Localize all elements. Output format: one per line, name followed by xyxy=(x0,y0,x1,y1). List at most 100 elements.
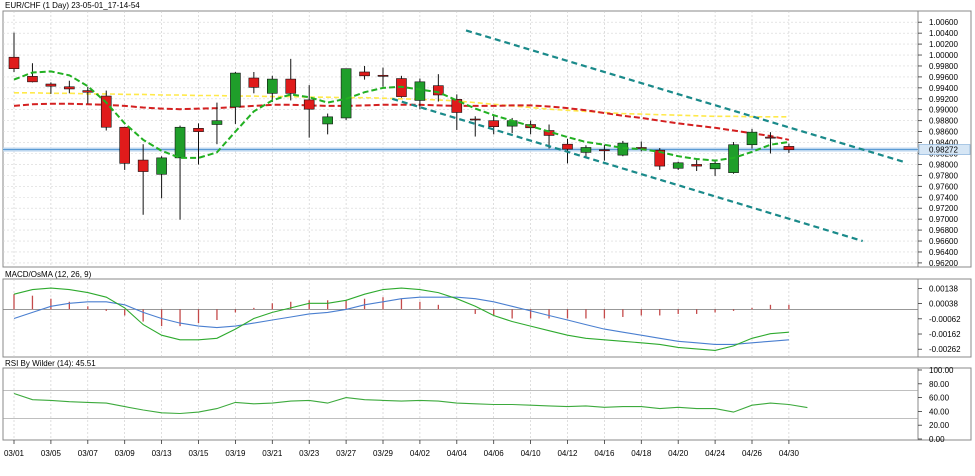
x-tick-label: 04/20 xyxy=(668,449,689,458)
bullish-candle xyxy=(156,157,167,175)
price-tick-label: 0.96800 xyxy=(929,226,958,235)
x-tick-label: 04/10 xyxy=(521,449,542,458)
x-tick-label: 03/29 xyxy=(373,449,394,458)
trend-channel-lower-line xyxy=(391,97,864,243)
price-tick-label: 0.99400 xyxy=(929,84,958,93)
rsi-tick-label: 20.00 xyxy=(929,421,950,430)
axis-layer: 03/01 03/05 03/07 03/09 03/13 03/15 03/19 03/21… xyxy=(4,18,971,458)
price-tick-label: 1.00600 xyxy=(929,18,958,27)
price-tick-label: 0.99600 xyxy=(929,73,958,82)
macd-tick-label: 0.00138 xyxy=(929,284,958,293)
x-tick-label: 04/26 xyxy=(742,449,763,458)
bearish-candle xyxy=(488,120,500,127)
price-tick-label: 0.97400 xyxy=(929,193,958,202)
price-tick-label: 0.98000 xyxy=(929,160,958,169)
bearish-candle xyxy=(119,126,130,164)
x-tick-label: 04/06 xyxy=(484,449,505,458)
macd-tick-label: -0.00062 xyxy=(929,315,961,324)
price-chart-title: EUR/CHF (1 Day) 23-05-01_17-14-54 xyxy=(5,1,140,10)
bearish-candle xyxy=(100,95,112,128)
bearish-candle xyxy=(377,74,389,77)
bearish-candle xyxy=(599,149,610,152)
price-layer xyxy=(3,29,918,243)
bearish-candle xyxy=(303,99,315,110)
bearish-candle xyxy=(248,77,260,88)
macd-axis-frame xyxy=(917,278,972,358)
rsi-tick-label: 0.00 xyxy=(929,435,945,444)
bullish-candle xyxy=(266,78,278,94)
price-tick-label: 0.96200 xyxy=(929,259,958,268)
x-tick-label: 03/01 xyxy=(4,449,25,458)
rsi-tick-label: 80.00 xyxy=(929,380,950,389)
bearish-candle xyxy=(783,146,795,150)
macd-tick-label: -0.00262 xyxy=(929,345,961,354)
macd-tick-label: 0.00038 xyxy=(929,300,958,309)
x-tick-label: 04/04 xyxy=(447,449,468,458)
bearish-candle xyxy=(765,136,776,139)
price-axis-frame xyxy=(917,10,972,268)
x-tick-label: 03/15 xyxy=(188,449,209,458)
bullish-candle xyxy=(174,126,186,159)
x-tick-label: 04/30 xyxy=(779,449,800,458)
price-tick-label: 0.96400 xyxy=(929,248,958,257)
price-tick-label: 0.97600 xyxy=(929,182,958,191)
price-tick-label: 0.98600 xyxy=(929,128,958,137)
price-tick-label: 1.00000 xyxy=(929,51,958,60)
x-tick-label: 04/12 xyxy=(557,449,578,458)
bullish-candle xyxy=(709,163,721,170)
price-tick-label: 0.97800 xyxy=(929,171,958,180)
bullish-candle xyxy=(746,131,758,146)
x-tick-label: 03/05 xyxy=(41,449,62,458)
x-tick-label: 04/16 xyxy=(594,449,615,458)
x-tick-label: 03/23 xyxy=(299,449,320,458)
price-tick-label: 0.96600 xyxy=(929,237,958,246)
x-tick-label: 04/24 xyxy=(705,449,726,458)
bearish-candle xyxy=(562,143,573,150)
macd-tick-label: -0.00162 xyxy=(929,330,961,339)
bullish-candle xyxy=(580,147,592,153)
price-tick-label: 1.00200 xyxy=(929,40,958,49)
current-price-label: 0.98272 xyxy=(929,146,958,155)
bearish-candle xyxy=(433,85,444,96)
bearish-candle xyxy=(469,118,481,121)
bearish-candle xyxy=(285,78,297,94)
rsi-panel-title: RSI By Wilder (14): 45.51 xyxy=(5,359,96,368)
price-tick-label: 0.98800 xyxy=(929,117,958,126)
x-tick-label: 03/21 xyxy=(262,449,283,458)
green-moving-average-line xyxy=(13,70,790,162)
macd-line xyxy=(13,287,789,351)
price-tick-label: 0.99800 xyxy=(929,62,958,71)
x-tick-label: 03/07 xyxy=(78,449,99,458)
price-tick-label: 0.99000 xyxy=(929,106,958,115)
price-tick-label: 0.97200 xyxy=(929,204,958,213)
price-tick-label: 0.98400 xyxy=(929,139,958,148)
bearish-candle xyxy=(64,86,75,90)
price-tick-label: 0.97000 xyxy=(929,215,958,224)
x-tick-label: 03/09 xyxy=(115,449,136,458)
bearish-candle xyxy=(451,99,463,113)
current-price-box xyxy=(918,144,971,155)
rsi-layer xyxy=(3,390,918,419)
x-tick-label: 03/19 xyxy=(225,449,246,458)
price-tick-label: 1.00400 xyxy=(929,29,958,38)
bearish-candle xyxy=(8,56,20,70)
grid-layer xyxy=(3,11,918,440)
bullish-candle xyxy=(672,162,684,169)
macd-signal-line xyxy=(13,296,789,345)
x-tick-label: 03/27 xyxy=(336,449,357,458)
x-tick-label: 04/18 xyxy=(631,449,652,458)
x-tick-label: 03/13 xyxy=(152,449,173,458)
bearish-candle xyxy=(27,76,38,83)
bullish-candle xyxy=(211,120,223,125)
bullish-candle xyxy=(322,116,333,125)
bearish-candle xyxy=(45,83,57,87)
bearish-candle xyxy=(654,149,666,167)
bearish-candle xyxy=(691,164,702,167)
rsi-tick-label: 100.00 xyxy=(929,366,954,375)
bullish-candle xyxy=(340,68,352,119)
bearish-candle xyxy=(82,90,94,93)
trend-channel-upper-line xyxy=(465,29,904,163)
bearish-candle xyxy=(359,71,370,77)
